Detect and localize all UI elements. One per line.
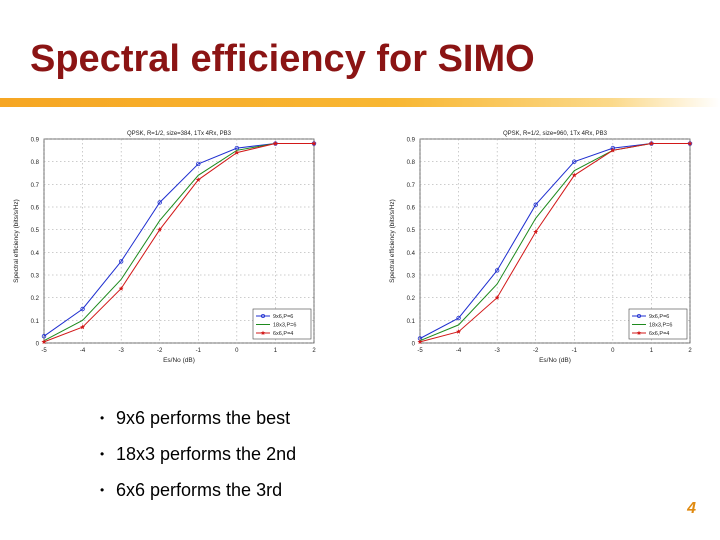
x-tick-label: -5 <box>417 348 423 354</box>
chart-qpsk-size-384: 0 0.1 0.2 0.3 0.4 0.5 0.6 0.7 0.8 0.9 -5 -4 -3 -2 -1 0 1… <box>13 131 317 364</box>
title-underline-bar <box>0 98 720 107</box>
y-tick-label: 0.9 <box>31 138 40 144</box>
legend: 9x6,P=6 18x3,P=6 6x6,P=4 <box>628 308 688 340</box>
data-point-circle <box>572 159 577 164</box>
bullet-text: 6x6 performs the 3rd <box>116 480 283 500</box>
x-tick-label: 2 <box>688 348 692 354</box>
legend: 9x6,P=6 18x3,P=6 6x6,P=4 <box>252 308 312 340</box>
chart-title: QPSK, R=1/2, size=384, 1Tx 4Rx, PB3 <box>127 131 232 137</box>
data-point-star <box>118 286 124 291</box>
y-tick-label: 0 <box>412 342 416 348</box>
x-tick-label: -4 <box>456 348 462 354</box>
series-line-2 <box>43 143 314 343</box>
data-point-star <box>494 295 500 300</box>
y-tick-label: 0.4 <box>407 251 416 257</box>
legend-marker <box>636 330 642 335</box>
x-tick-label: 0 <box>611 348 615 354</box>
data-point-star <box>456 329 461 334</box>
y-axis-label: Spectral efficiency (bits/s/Hz) <box>13 199 20 283</box>
x-tick-label: -1 <box>572 348 578 354</box>
x-tick-label: 1 <box>650 348 654 354</box>
data-point-star <box>649 140 654 146</box>
y-tick-label: 0.6 <box>407 206 416 212</box>
x-axis-label: Es/No (dB) <box>539 357 571 364</box>
data-point-star <box>195 177 201 182</box>
x-tick-label: 1 <box>274 348 278 354</box>
x-tick-label: -1 <box>196 348 202 354</box>
data-point-star <box>234 150 240 155</box>
y-tick-label: 0.5 <box>407 228 416 234</box>
data-point-star <box>417 339 423 344</box>
data-point-circle <box>41 333 47 339</box>
y-tick-label: 0.1 <box>407 319 416 325</box>
data-point-circle <box>196 161 201 167</box>
y-tick-label: 0.7 <box>407 183 416 189</box>
x-tick-label: -2 <box>157 348 163 354</box>
bullet-item: • 6x6 performs the 3rd <box>100 472 296 508</box>
y-tick-label: 0.1 <box>31 319 40 325</box>
data-point-star <box>571 172 577 178</box>
data-point-star <box>80 324 85 330</box>
bullet-item: • 18x3 performs the 2nd <box>100 436 296 472</box>
data-point-star <box>311 140 317 146</box>
legend-label: 9x6,P=6 <box>649 314 669 320</box>
legend-label: 6x6,P=4 <box>649 331 669 337</box>
data-point-circle <box>494 268 500 273</box>
data-point-circle <box>157 200 162 205</box>
data-point-circle <box>533 202 538 207</box>
bullet-icon: • <box>100 411 105 425</box>
series-line-2 <box>419 143 690 343</box>
x-tick-label: -3 <box>494 348 500 354</box>
legend-label: 9x6,P=6 <box>273 314 293 320</box>
legend-marker <box>260 330 266 335</box>
y-tick-label: 0 <box>36 342 40 348</box>
y-tick-label: 0.9 <box>407 138 416 144</box>
chart-qpsk-size-960: 0 0.1 0.2 0.3 0.4 0.5 0.6 0.7 0.8 0.9 -5 -4 -3 -2 -1 0 1… <box>389 131 693 364</box>
x-axis-label: Es/No (dB) <box>163 357 195 364</box>
y-tick-label: 0.7 <box>31 183 40 189</box>
bullet-item: • 9x6 performs the best <box>100 400 296 436</box>
legend-marker <box>260 313 265 318</box>
y-tick-label: 0.4 <box>31 251 40 257</box>
data-point-star <box>157 227 163 232</box>
data-point-circle <box>118 259 124 264</box>
slide-title: Spectral efficiency for SIMO <box>30 38 535 80</box>
data-point-star <box>687 140 693 146</box>
x-tick-label: 0 <box>235 348 239 354</box>
data-point-star <box>610 147 616 153</box>
y-axis-label: Spectral efficiency (bits/s/Hz) <box>389 199 396 283</box>
y-tick-label: 0.8 <box>407 160 416 166</box>
x-tick-label: -2 <box>533 348 539 354</box>
legend-label: 18x3,P=6 <box>273 323 296 329</box>
bullet-text: 18x3 performs the 2nd <box>116 444 297 464</box>
bullet-text: 9x6 performs the best <box>116 408 291 428</box>
data-point-circle <box>456 315 461 321</box>
data-point-star <box>41 339 47 344</box>
bullet-icon: • <box>100 447 105 461</box>
data-point-star <box>273 140 278 146</box>
x-tick-label: -3 <box>118 348 124 354</box>
legend-label: 6x6,P=4 <box>273 331 293 337</box>
y-tick-label: 0.3 <box>407 274 416 280</box>
legend-marker <box>636 313 641 318</box>
x-tick-label: -4 <box>80 348 86 354</box>
data-point-circle <box>80 306 85 312</box>
y-tick-label: 0.2 <box>407 296 416 302</box>
page-number: 4 <box>687 500 696 517</box>
chart-title: QPSK, R=1/2, size=960, 1Tx 4Rx, PB3 <box>503 131 608 137</box>
y-tick-label: 0.6 <box>31 206 40 212</box>
legend-label: 18x3,P=6 <box>649 323 672 329</box>
x-tick-label: 2 <box>312 348 316 354</box>
bullet-list: • 9x6 performs the best • 18x3 performs th… <box>100 400 296 508</box>
bullet-icon: • <box>100 483 105 497</box>
x-tick-label: -5 <box>41 348 47 354</box>
y-tick-label: 0.2 <box>31 296 40 302</box>
y-tick-label: 0.8 <box>31 160 40 166</box>
y-tick-label: 0.5 <box>31 228 40 234</box>
data-point-star <box>533 229 539 234</box>
y-tick-label: 0.3 <box>31 274 40 280</box>
